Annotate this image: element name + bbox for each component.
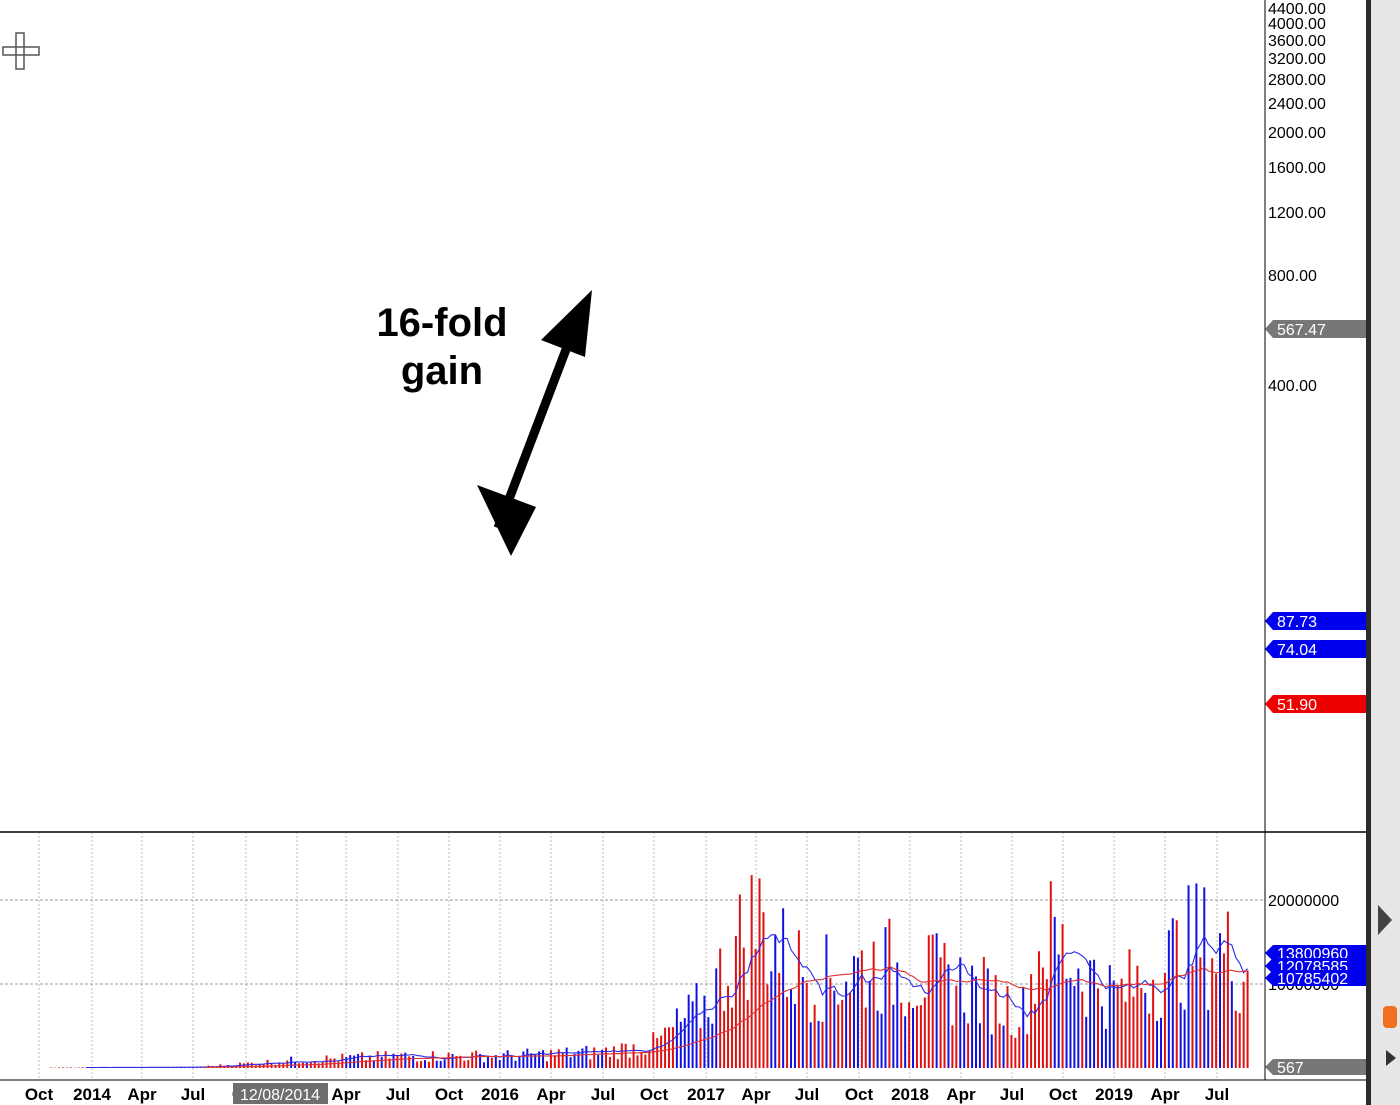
- crosshair-h: [2, 46, 40, 56]
- x-axis-label: Jul: [181, 1085, 206, 1104]
- price-tag: 51.90: [1265, 695, 1366, 714]
- price-tag-bg: [1265, 612, 1366, 630]
- volume-axis-label: 20000000: [1268, 893, 1339, 910]
- double-arrow-shaft: [493, 316, 583, 530]
- x-axis-label: Apr: [331, 1085, 361, 1104]
- x-axis-label: Jul: [795, 1085, 820, 1104]
- volume-ma-fast: [86, 934, 1248, 1069]
- collapse-arrow-icon: [1378, 905, 1392, 935]
- price-tag: 87.73: [1265, 612, 1366, 631]
- price-axis-label: 2800.00: [1268, 72, 1326, 89]
- x-axis-label: Jul: [1000, 1085, 1025, 1104]
- price-tag: 74.04: [1265, 640, 1366, 659]
- volume-tag-label: 10785402: [1277, 971, 1348, 988]
- x-axis-label: Oct: [845, 1085, 874, 1104]
- cursor-date-bg: [233, 1083, 328, 1104]
- double-arrow-head-up: [541, 290, 592, 357]
- volume-tag: 10785402: [1265, 970, 1366, 988]
- x-axis-label: Jul: [591, 1085, 616, 1104]
- cursor-date: 12/08/2014: [233, 1083, 328, 1104]
- x-axis-label: 2016: [481, 1085, 519, 1104]
- price-tag-label: 51.90: [1277, 697, 1317, 714]
- x-axis-label: 2014: [73, 1085, 111, 1104]
- value-tags: 567.4787.7374.0451.901380096012078585107…: [1265, 320, 1366, 1077]
- volume-ma-slow: [204, 965, 1248, 1068]
- x-axis-label: Oct: [640, 1085, 669, 1104]
- cursor-date-label: 12/08/2014: [240, 1087, 320, 1104]
- price-axis-label: 3200.00: [1268, 51, 1326, 68]
- price-tag-bg: [1265, 320, 1366, 338]
- price-axis-label: 2400.00: [1268, 96, 1326, 113]
- x-axis-label: Apr: [127, 1085, 157, 1104]
- side-panel-border: [1366, 0, 1371, 1105]
- x-axis-labels: Oct2014AprJulOct2015AprJulOct2016AprJulO…: [25, 1083, 1229, 1104]
- price-axis-label: 3600.00: [1268, 33, 1326, 50]
- price-axis-label: 1600.00: [1268, 160, 1326, 177]
- price-axis-label: 800.00: [1268, 268, 1317, 285]
- price-tag-bg: [1265, 640, 1366, 658]
- alert-bell-icon: [1383, 1006, 1397, 1028]
- price-tag-label: 567.47: [1277, 322, 1326, 339]
- price-tag-bg: [1265, 695, 1366, 713]
- price-axis-label: 1200.00: [1268, 205, 1326, 222]
- x-axis-label: Jul: [1205, 1085, 1230, 1104]
- crosshair-icon: [2, 32, 40, 70]
- x-axis-label: 2017: [687, 1085, 725, 1104]
- side-panel: [1368, 0, 1400, 1105]
- price-axis-label: 4000.00: [1268, 16, 1326, 33]
- price-axis-label: 400.00: [1268, 378, 1317, 395]
- x-axis-label: Oct: [25, 1085, 54, 1104]
- price-tag-label: 87.73: [1277, 614, 1317, 631]
- volume-tag-bg: [1265, 970, 1366, 986]
- x-axis-label: 2018: [891, 1085, 929, 1104]
- cursor-pointer-icon: [1386, 1050, 1396, 1066]
- x-axis-label: Oct: [1049, 1085, 1078, 1104]
- double-arrow-head-down: [477, 485, 536, 556]
- x-axis-label: Apr: [1150, 1085, 1180, 1104]
- x-axis-label: Oct: [435, 1085, 464, 1104]
- annotation-line-1: 16-fold: [376, 301, 507, 345]
- crosshair-v: [15, 32, 25, 70]
- volume-tag-label: 567: [1277, 1060, 1304, 1077]
- price-tag: 567.47: [1265, 320, 1366, 339]
- volume-tag: 567: [1265, 1059, 1366, 1077]
- price-panel-bg: [0, 0, 1265, 832]
- x-axis-label: Apr: [741, 1085, 771, 1104]
- volume-tag-bg: [1265, 1059, 1366, 1075]
- x-axis-label: Apr: [946, 1085, 976, 1104]
- axes: [0, 0, 1368, 1081]
- x-axis-label: Jul: [386, 1085, 411, 1104]
- volume-bars: [50, 875, 1249, 1069]
- volume-tag-bg: [1265, 945, 1366, 961]
- price-axis-label: 2000.00: [1268, 125, 1326, 142]
- price-axis-label: 4400.00: [1268, 1, 1326, 18]
- annotation-line-2: gain: [401, 349, 483, 393]
- x-axis-label: 2019: [1095, 1085, 1133, 1104]
- price-tag-label: 74.04: [1277, 642, 1317, 659]
- x-axis-label: Apr: [536, 1085, 566, 1104]
